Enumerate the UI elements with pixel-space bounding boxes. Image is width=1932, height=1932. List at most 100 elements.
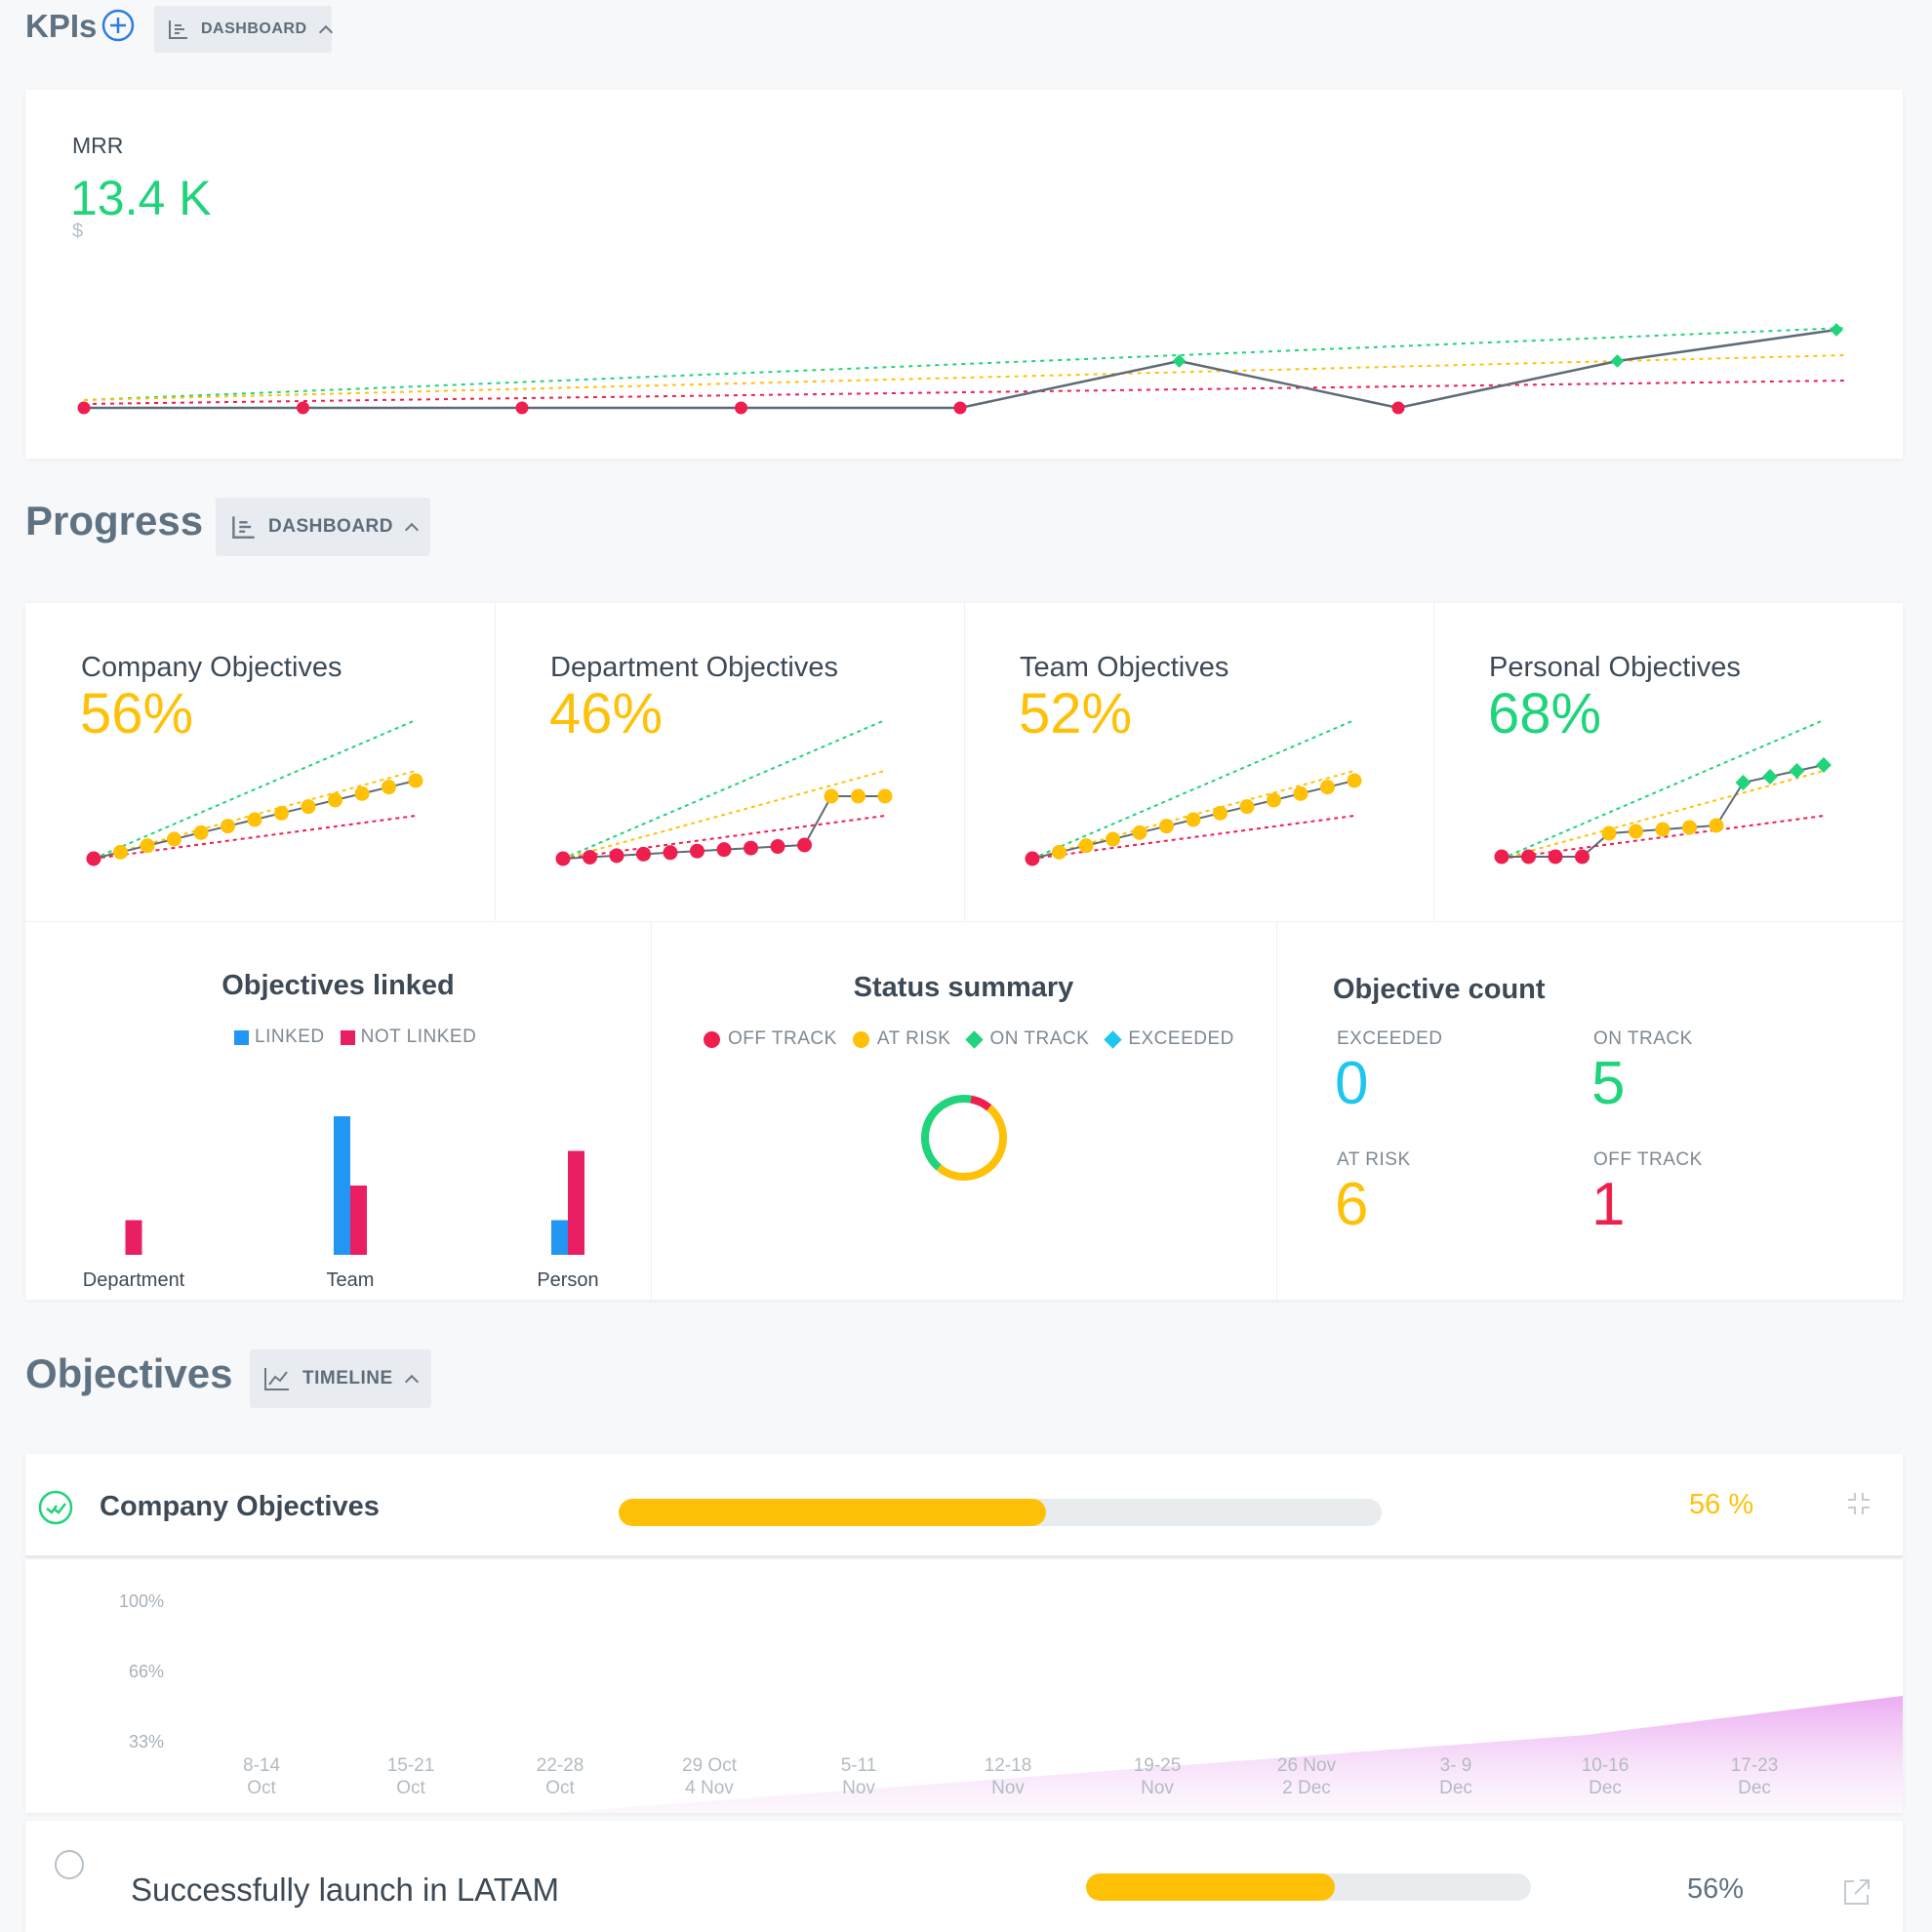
donut-slice <box>921 1095 1007 1181</box>
objective-item-progress-fill <box>1086 1873 1336 1901</box>
divider <box>495 603 496 921</box>
objectives-title: Objectives <box>25 1350 233 1396</box>
x-tick-line2: 4 Nov <box>685 1778 734 1798</box>
company-pct: 56 % <box>1689 1489 1754 1520</box>
legend-on-track: ON TRACK <box>989 1028 1090 1049</box>
kpis-view-dropdown[interactable]: DASHBOARD <box>154 6 333 53</box>
collapse-icon[interactable] <box>1844 1489 1873 1523</box>
x-tick-line2: Dec <box>1439 1778 1472 1798</box>
progress-data-point <box>1213 805 1228 821</box>
objectives-linked-panel[interactable]: Objectives linked LINKED NOT LINKED Depa… <box>25 921 651 1300</box>
x-tick-label: 29 Oct 4 Nov <box>651 1754 768 1799</box>
legend-swatch-not-linked <box>340 1029 355 1045</box>
objectives-linked-title: Objectives linked <box>221 970 455 1001</box>
x-tick-label: 12-18 Nov <box>949 1754 1067 1799</box>
x-tick-line2: Dec <box>1738 1778 1771 1798</box>
x-tick-line2: Nov <box>1141 1778 1174 1798</box>
progress-data-point <box>1293 785 1308 801</box>
progress-data-point <box>1267 792 1281 808</box>
x-tick-line1: 10-16 <box>1581 1755 1630 1776</box>
progress-title: Progress <box>25 498 204 543</box>
dashboard-icon <box>232 516 255 539</box>
x-tick-line2: Nov <box>991 1778 1025 1798</box>
progress-data-point <box>1052 844 1067 860</box>
progress-card-pct: 56% <box>80 682 194 745</box>
divider <box>1433 603 1434 921</box>
divider <box>964 603 965 921</box>
progress-data-point <box>797 837 812 853</box>
x-tick-line2: Oct <box>396 1778 425 1798</box>
y-tick-100: 100% <box>118 1591 164 1611</box>
progress-data-point <box>1789 763 1805 779</box>
mrr-card[interactable]: MRR 13.4 K $ <box>25 90 1903 459</box>
company-objectives-row[interactable]: Company Objectives 56 % <box>25 1454 1903 1557</box>
progress-data-point <box>193 825 209 840</box>
mrr-data-point <box>735 401 747 415</box>
x-tick-line1: 26 Nov <box>1276 1755 1337 1776</box>
progress-data-point <box>1521 849 1536 865</box>
x-tick-label: 17-23 Dec <box>1696 1754 1813 1799</box>
x-tick-line1: 15-21 <box>386 1755 435 1776</box>
on-track-label: ON TRACK <box>1593 1028 1693 1049</box>
progress-view-dropdown[interactable]: DASHBOARD <box>216 498 430 556</box>
x-tick-line1: 29 Oct <box>682 1755 737 1776</box>
divider <box>1276 921 1277 1300</box>
progress-card[interactable]: Team Objectives 52% <box>964 603 1433 921</box>
bar-linked <box>334 1116 350 1255</box>
x-tick-line1: 3- 9 <box>1439 1755 1472 1776</box>
progress-data-point <box>1629 824 1643 839</box>
x-tick-line2: Nov <box>842 1778 875 1798</box>
mrr-label: MRR <box>72 133 124 158</box>
y-tick-66: 66% <box>128 1662 164 1681</box>
add-kpi-icon[interactable] <box>101 9 135 42</box>
legend-linked: LINKED <box>255 1026 325 1047</box>
divider <box>651 921 652 1300</box>
x-tick-label: 22-28 Oct <box>502 1754 619 1799</box>
progress-card[interactable]: Department Objectives 46% <box>495 603 964 921</box>
at-risk-count: 6 <box>1335 1171 1369 1238</box>
progress-panel: Company Objectives 56% Department Objectiv… <box>25 603 1903 1300</box>
progress-data-point <box>247 812 262 827</box>
x-tick-label: 15-21 Oct <box>352 1754 469 1799</box>
objective-count-panel[interactable]: Objective count EXCEEDED 0 ON TRACK 5 AT… <box>1276 921 1903 1300</box>
progress-data-point <box>221 819 235 834</box>
bar-linked <box>551 1220 568 1255</box>
timeline-chart: 100% 66% 33% 8-14 Oct 15-21 Oct 22-28 Oct 29 O… <box>25 1559 1903 1813</box>
mrr-data-point <box>515 401 529 415</box>
progress-data-point <box>1106 831 1120 847</box>
objective-select-radio[interactable] <box>55 1850 84 1879</box>
progress-data-point <box>690 843 704 859</box>
progress-data-point <box>1078 838 1094 854</box>
progress-data-point <box>274 805 289 821</box>
progress-data-point <box>354 785 370 801</box>
progress-card[interactable]: Company Objectives 56% <box>25 603 495 921</box>
divider <box>25 921 1903 922</box>
legend-off-track: OFF TRACK <box>728 1028 837 1049</box>
chevron-up-icon <box>404 1374 419 1389</box>
mrr-data-point <box>297 401 309 415</box>
x-tick-line1: 19-25 <box>1133 1755 1182 1776</box>
objective-item-row[interactable]: Successfully launch in LATAM 56% <box>25 1821 1903 1932</box>
progress-data-point <box>167 831 181 847</box>
status-summary-title: Status summary <box>853 972 1074 1003</box>
x-tick-line2: 2 Dec <box>1282 1778 1331 1798</box>
progress-card-pct: 68% <box>1488 682 1602 745</box>
objective-item-label[interactable]: Successfully launch in LATAM <box>131 1872 559 1908</box>
objectives-linked-chart: Department Team Person <box>83 1116 599 1291</box>
x-tick-label: 26 Nov 2 Dec <box>1248 1754 1365 1799</box>
x-tick-label: 5-11 Nov <box>800 1754 917 1799</box>
bar-not-linked <box>568 1150 584 1255</box>
objective-item-progress-bar <box>1086 1873 1531 1901</box>
mrr-data-point <box>1830 323 1843 337</box>
progress-data-point <box>1735 775 1751 790</box>
objectives-view-dropdown[interactable]: TIMELINE <box>250 1349 431 1408</box>
donut-slice <box>921 1095 1007 1181</box>
x-tick-label: 10-16 Dec <box>1547 1754 1664 1799</box>
external-link-icon[interactable] <box>1840 1875 1873 1913</box>
status-summary-panel[interactable]: Status summary OFF TRACK AT RISK ON TRAC… <box>651 921 1276 1300</box>
progress-data-point <box>1762 769 1778 785</box>
legend-exceeded: EXCEEDED <box>1128 1028 1234 1049</box>
progress-card[interactable]: Personal Objectives 68% <box>1433 603 1903 921</box>
check-circle-icon <box>37 1489 74 1531</box>
x-tick-line1: 22-28 <box>536 1755 584 1776</box>
